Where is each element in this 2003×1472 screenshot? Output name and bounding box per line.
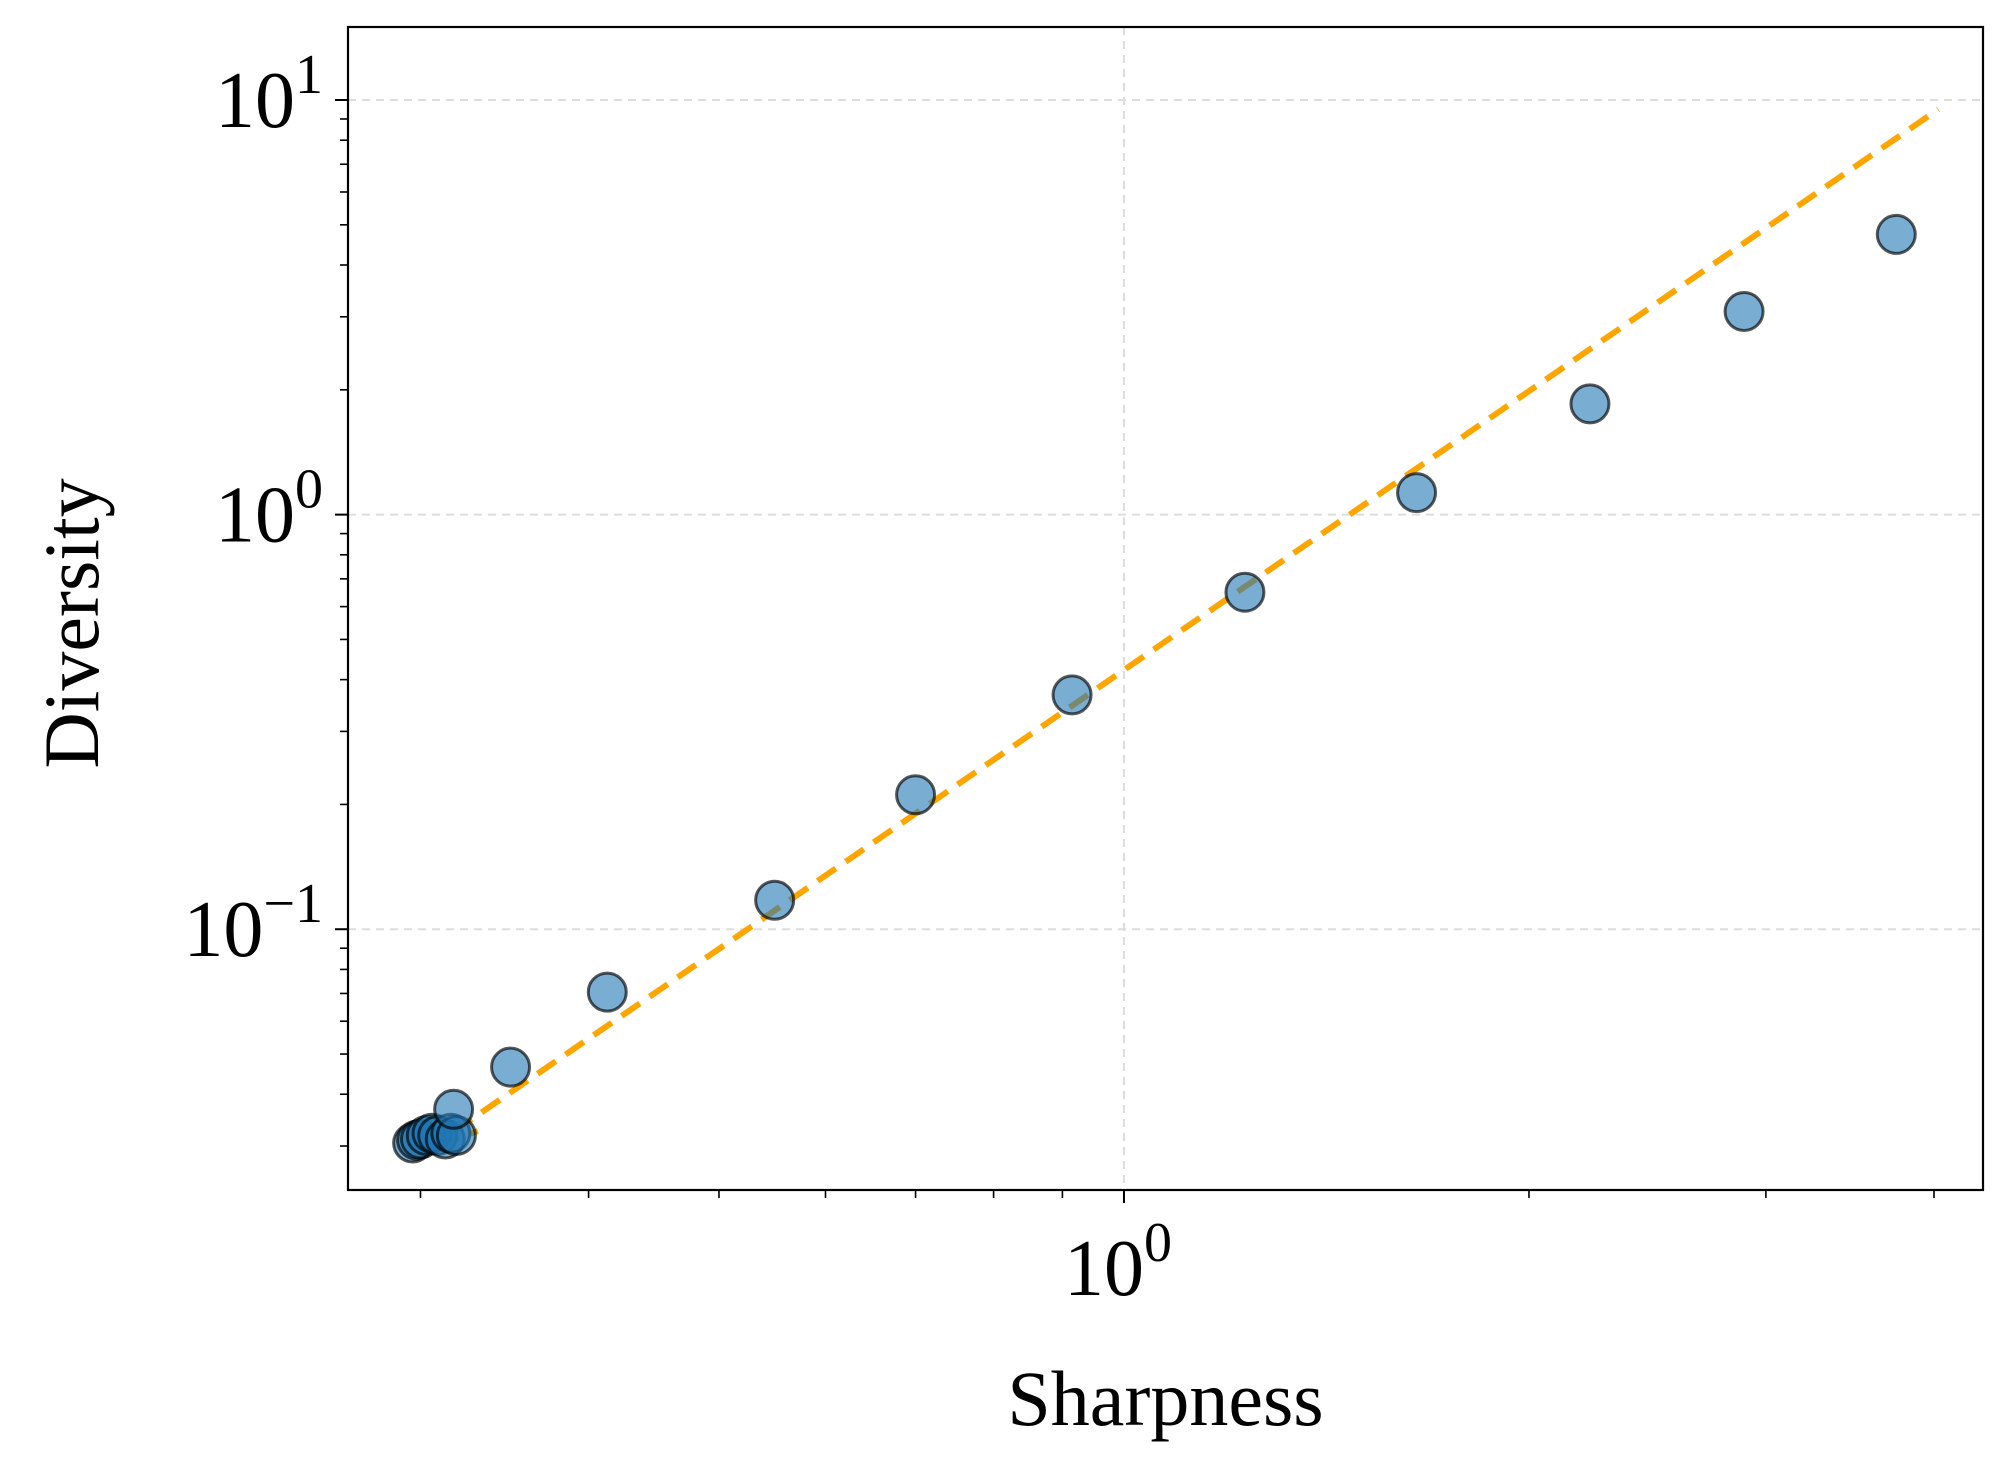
- y-axis-label: Diversity: [28, 478, 115, 768]
- data-point: [1875, 213, 1917, 255]
- fit-line-main: [451, 106, 1941, 1135]
- data-point: [895, 774, 937, 816]
- major-ticks: [335, 99, 1125, 1203]
- data-point: [1569, 383, 1611, 425]
- data-point: [433, 1088, 475, 1130]
- data-point: [754, 879, 796, 921]
- y-tick-label: 10−1: [183, 873, 323, 974]
- data-point: [586, 971, 628, 1013]
- fit-line: [436, 106, 1941, 1148]
- data-point: [490, 1046, 532, 1088]
- data-points: [392, 213, 1917, 1164]
- x-tick-label: 100: [1064, 1212, 1172, 1313]
- y-tick-label: 101: [215, 44, 323, 145]
- data-point: [1396, 472, 1438, 514]
- tick-labels: 100 10−1 100 101: [183, 44, 1172, 1313]
- y-tick-label: 100: [215, 459, 323, 560]
- data-point: [1051, 674, 1093, 716]
- x-axis-label: Sharpness: [1007, 1355, 1323, 1442]
- minor-ticks: [340, 118, 1935, 1198]
- data-point: [1224, 571, 1266, 613]
- plot-frame: [346, 25, 1985, 1192]
- grid-lines: [348, 27, 1983, 1190]
- data-point: [1723, 290, 1765, 332]
